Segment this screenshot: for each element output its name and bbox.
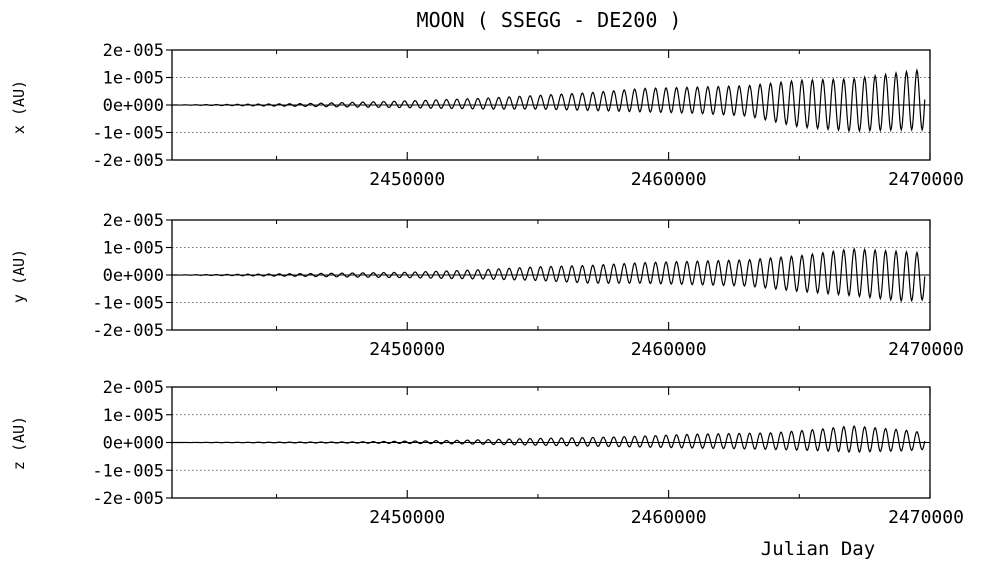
y-tick-label: 1e-005 [103,239,164,259]
y-tick-label: 0e+000 [103,266,164,286]
y-tick-label: 2e-005 [103,211,164,231]
y-tick-label: -1e-005 [92,461,164,481]
series-y-residual [172,247,926,303]
y-tick-label: -2e-005 [92,489,164,509]
y-tick-label: 1e-005 [103,406,164,426]
panel-x: x (AU) 2e-005 1e-005 0e+000 -1e-005 -2e-005 2… [10,41,964,190]
x-tick-label: 2460000 [631,507,707,528]
x-axis-label: Julian Day [761,538,875,560]
panel-x-ylabel: x (AU) [10,80,28,134]
series-x-residual [172,68,926,133]
x-tick-label: 2470000 [888,169,964,190]
y-tick-label: 0e+000 [103,434,164,454]
chart-title: MOON ( SSEGG - DE200 ) [417,8,682,32]
panel-y-ylabel: y (AU) [10,249,28,303]
panel-z-ylabel: z (AU) [10,416,28,470]
y-tick-label: -2e-005 [92,151,164,171]
x-tick-label: 2450000 [369,507,445,528]
y-tick-label: 2e-005 [103,41,164,61]
panel-z: z (AU) 2e-005 1e-005 0e+000 -1e-005 -2e-005 2… [10,378,964,528]
x-tick-label: 2460000 [631,169,707,190]
y-tick-label: 2e-005 [103,378,164,398]
panel-y: y (AU) 2e-005 1e-005 0e+000 -1e-005 -2e-005 2… [10,211,964,360]
y-tick-label: 1e-005 [103,69,164,89]
y-tick-label: 0e+000 [103,96,164,116]
x-tick-label: 2450000 [369,169,445,190]
y-tick-label: -1e-005 [92,294,164,314]
x-tick-label: 2470000 [888,339,964,360]
y-tick-label: -2e-005 [92,321,164,341]
x-tick-label: 2460000 [631,339,707,360]
x-tick-label: 2450000 [369,339,445,360]
series-z-residual [172,424,926,454]
y-tick-label: -1e-005 [92,124,164,144]
x-tick-label: 2470000 [888,507,964,528]
